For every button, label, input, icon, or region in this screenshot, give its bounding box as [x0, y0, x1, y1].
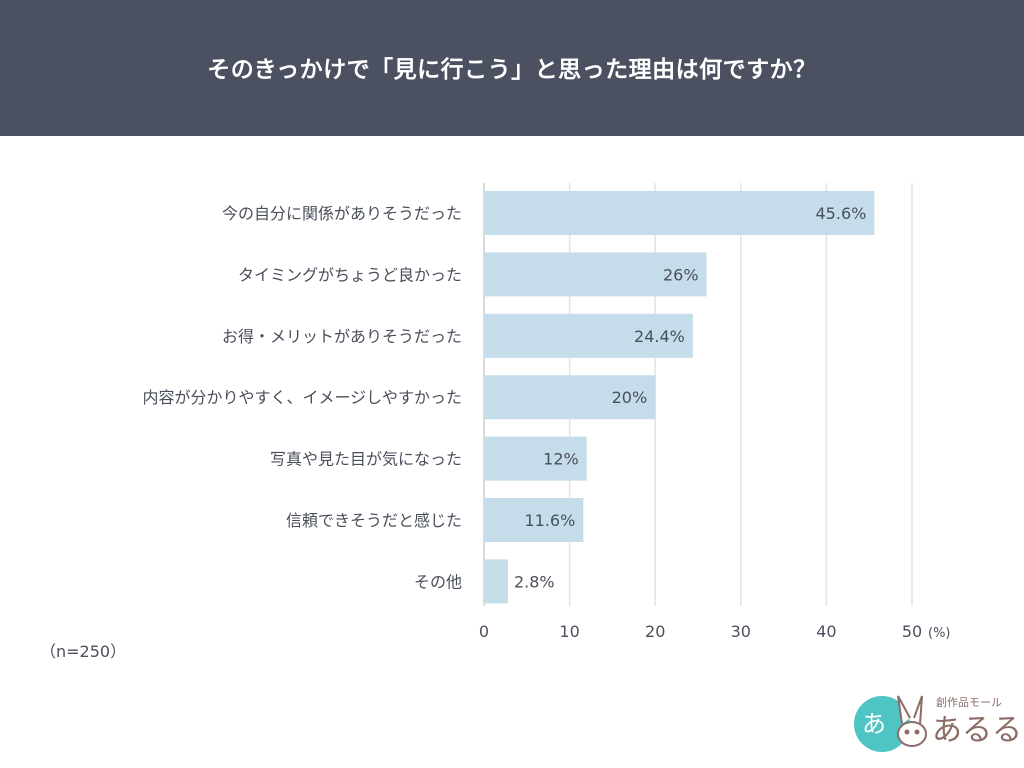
data-label: 45.6%: [816, 204, 867, 223]
x-tick-label: 40: [816, 622, 836, 641]
bar: [484, 498, 584, 542]
bar: [484, 252, 707, 297]
x-unit-label: (%): [928, 626, 951, 641]
bar: [484, 191, 875, 235]
x-tick-label: 30: [731, 622, 751, 641]
page-title: そのきっかけで「見に行こう」と思った理由は何ですか？: [207, 57, 817, 83]
category-label: 今の自分に関係がありそうだった: [222, 204, 462, 223]
category-label: タイミングがちょうど良かった: [238, 265, 462, 284]
x-tick-label: 50: [902, 622, 922, 641]
header: そのきっかけで「見に行こう」と思った理由は何ですか？: [0, 0, 1024, 136]
aruru-logo: あ 創作品モール あるる: [854, 695, 1020, 752]
data-label: 11.6%: [524, 511, 575, 530]
bar: [484, 313, 693, 358]
bar: [484, 436, 587, 481]
rabbit-icon: [897, 695, 927, 747]
x-tick-label: 20: [645, 622, 665, 641]
x-tick-label: 10: [559, 622, 579, 641]
category-label: 内容が分かりやすく、イメージしやすかった: [142, 388, 462, 407]
category-label: その他: [414, 572, 462, 591]
x-tick-label: 0: [479, 622, 489, 641]
logo-tagline: 創作品モール: [936, 695, 1002, 709]
data-label: 24.4%: [634, 327, 685, 346]
data-label: 26%: [663, 265, 699, 284]
category-label: 写真や見た目が気になった: [270, 450, 462, 469]
data-label: 20%: [612, 388, 648, 407]
logo-name: あるる: [932, 713, 1020, 748]
bar: [484, 375, 656, 420]
logo-badge: あ: [862, 710, 886, 738]
data-label: 12%: [543, 450, 579, 469]
logo-circle: [854, 696, 910, 752]
category-label: 信頼できそうだと感じた: [286, 511, 462, 530]
bar: [484, 559, 508, 604]
data-label: 2.8%: [514, 572, 555, 591]
category-label: お得・メリットがありそうだった: [222, 327, 462, 346]
sample-size-note: （n=250）: [40, 642, 127, 661]
